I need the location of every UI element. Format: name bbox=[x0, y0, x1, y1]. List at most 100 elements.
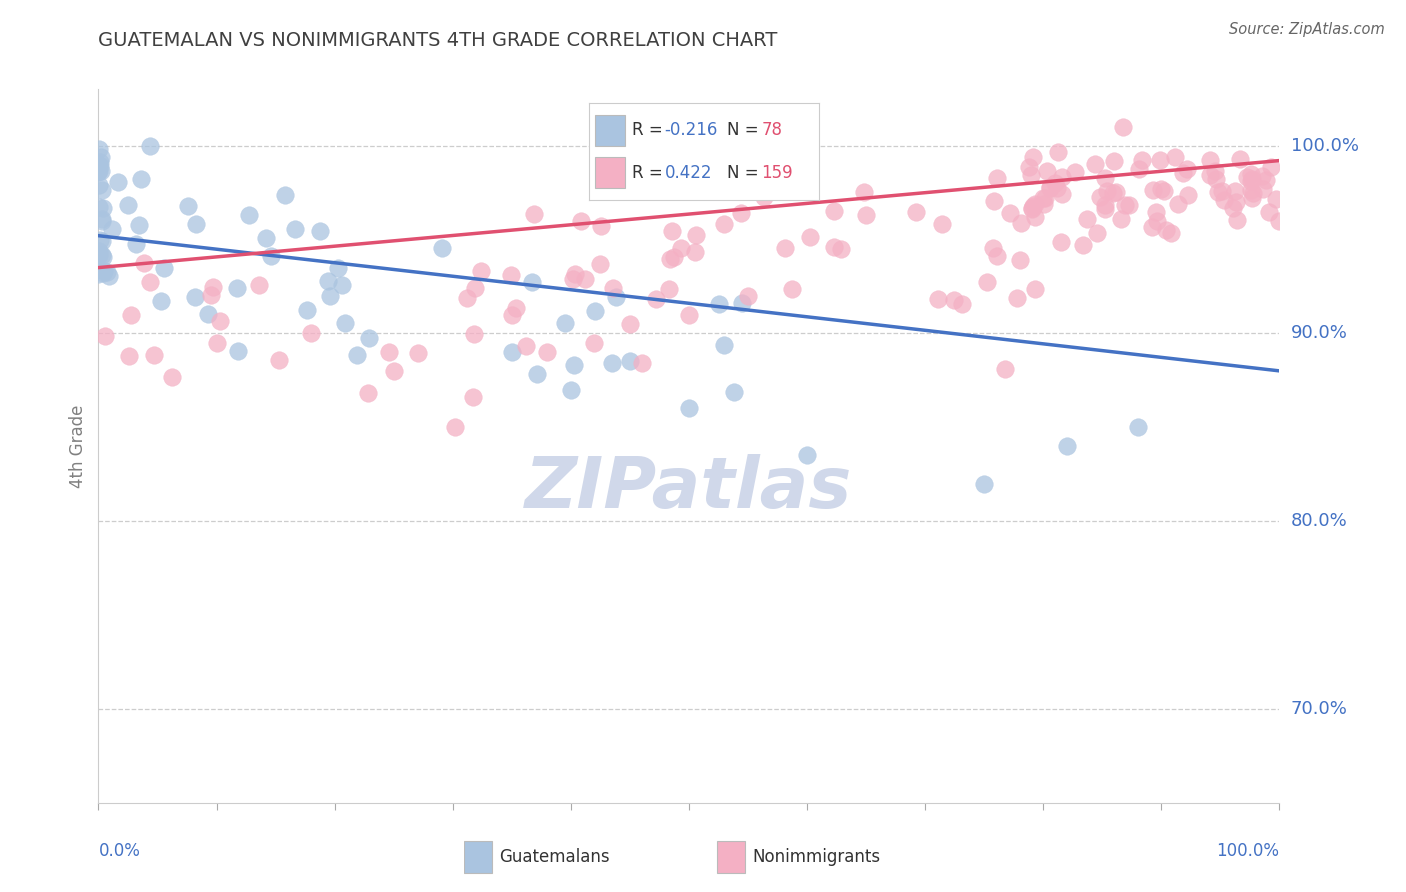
Point bbox=[1142, 183, 1164, 197]
Text: 0.0%: 0.0% bbox=[98, 842, 141, 860]
Point bbox=[1225, 194, 1247, 209]
Point bbox=[1071, 238, 1094, 252]
Point bbox=[201, 280, 224, 294]
Point bbox=[382, 364, 405, 378]
Bar bbox=[596, 157, 626, 188]
Point bbox=[254, 231, 277, 245]
Point bbox=[357, 385, 380, 400]
Bar bbox=[464, 841, 492, 873]
Point bbox=[942, 293, 965, 308]
Point bbox=[91, 250, 114, 264]
Text: Guatemalans: Guatemalans bbox=[499, 848, 610, 866]
Point bbox=[520, 275, 543, 289]
Point bbox=[1024, 210, 1046, 224]
Point bbox=[1019, 168, 1042, 182]
Point bbox=[91, 201, 114, 215]
Point bbox=[501, 268, 523, 282]
Point bbox=[333, 317, 356, 331]
Point bbox=[619, 317, 641, 331]
Point bbox=[1050, 186, 1073, 201]
Point bbox=[669, 241, 692, 255]
Point bbox=[284, 222, 307, 236]
Point bbox=[526, 368, 548, 382]
Point bbox=[408, 346, 430, 360]
Point bbox=[90, 211, 112, 226]
Point bbox=[1175, 161, 1198, 176]
Point bbox=[87, 200, 110, 214]
Point bbox=[650, 167, 672, 181]
Point bbox=[709, 297, 731, 311]
Point bbox=[998, 206, 1021, 220]
Point bbox=[583, 303, 606, 318]
Point bbox=[602, 356, 624, 370]
Point bbox=[87, 248, 110, 262]
Point bbox=[89, 159, 111, 173]
Point bbox=[1240, 172, 1263, 186]
Point bbox=[98, 268, 121, 283]
Point bbox=[1024, 282, 1046, 296]
Point bbox=[197, 307, 219, 321]
Point bbox=[1126, 420, 1149, 434]
Text: Source: ZipAtlas.com: Source: ZipAtlas.com bbox=[1229, 22, 1385, 37]
Point bbox=[1177, 188, 1199, 202]
Point bbox=[904, 205, 927, 219]
Point bbox=[723, 384, 745, 399]
Point bbox=[259, 249, 281, 263]
Point bbox=[1206, 185, 1229, 199]
Point bbox=[208, 314, 231, 328]
Point bbox=[713, 217, 735, 231]
Point bbox=[986, 249, 1008, 263]
Point bbox=[94, 328, 117, 343]
Point bbox=[96, 265, 118, 279]
Point bbox=[1094, 198, 1116, 212]
Point bbox=[823, 239, 845, 253]
Point bbox=[931, 217, 953, 231]
Point bbox=[1018, 160, 1040, 174]
Point bbox=[267, 353, 290, 368]
Point bbox=[205, 335, 228, 350]
Bar bbox=[596, 115, 626, 146]
Point bbox=[1114, 198, 1136, 212]
Bar bbox=[717, 841, 745, 873]
Point bbox=[200, 288, 222, 302]
Point bbox=[1109, 211, 1132, 226]
Point bbox=[678, 401, 700, 416]
Point bbox=[796, 449, 818, 463]
Point bbox=[780, 282, 803, 296]
Point bbox=[1260, 160, 1282, 174]
Point bbox=[162, 370, 184, 384]
Point bbox=[444, 420, 467, 434]
Point bbox=[184, 218, 207, 232]
Text: 90.0%: 90.0% bbox=[1291, 325, 1347, 343]
Point bbox=[855, 208, 877, 222]
Point bbox=[1171, 166, 1194, 180]
Text: 70.0%: 70.0% bbox=[1291, 700, 1347, 718]
Point bbox=[87, 165, 110, 179]
Point bbox=[1076, 212, 1098, 227]
Point bbox=[631, 356, 654, 370]
Point bbox=[153, 261, 176, 276]
Point bbox=[678, 308, 700, 322]
Point bbox=[143, 348, 166, 362]
Point bbox=[713, 338, 735, 352]
Point bbox=[274, 188, 297, 202]
Point bbox=[1211, 184, 1233, 198]
Point bbox=[149, 293, 172, 308]
Point bbox=[1268, 213, 1291, 227]
Point bbox=[90, 151, 112, 165]
Point bbox=[177, 199, 200, 213]
Point bbox=[981, 241, 1004, 255]
Text: Nonimmigrants: Nonimmigrants bbox=[752, 848, 880, 866]
Point bbox=[432, 241, 454, 255]
Point bbox=[1005, 291, 1028, 305]
Point bbox=[132, 256, 155, 270]
Y-axis label: 4th Grade: 4th Grade bbox=[69, 404, 87, 488]
Point bbox=[1199, 168, 1222, 182]
Point bbox=[129, 172, 152, 186]
Point bbox=[87, 261, 110, 276]
Point bbox=[1084, 157, 1107, 171]
Point bbox=[346, 348, 368, 362]
Point bbox=[139, 138, 162, 153]
Point bbox=[456, 291, 478, 305]
Point bbox=[225, 280, 247, 294]
